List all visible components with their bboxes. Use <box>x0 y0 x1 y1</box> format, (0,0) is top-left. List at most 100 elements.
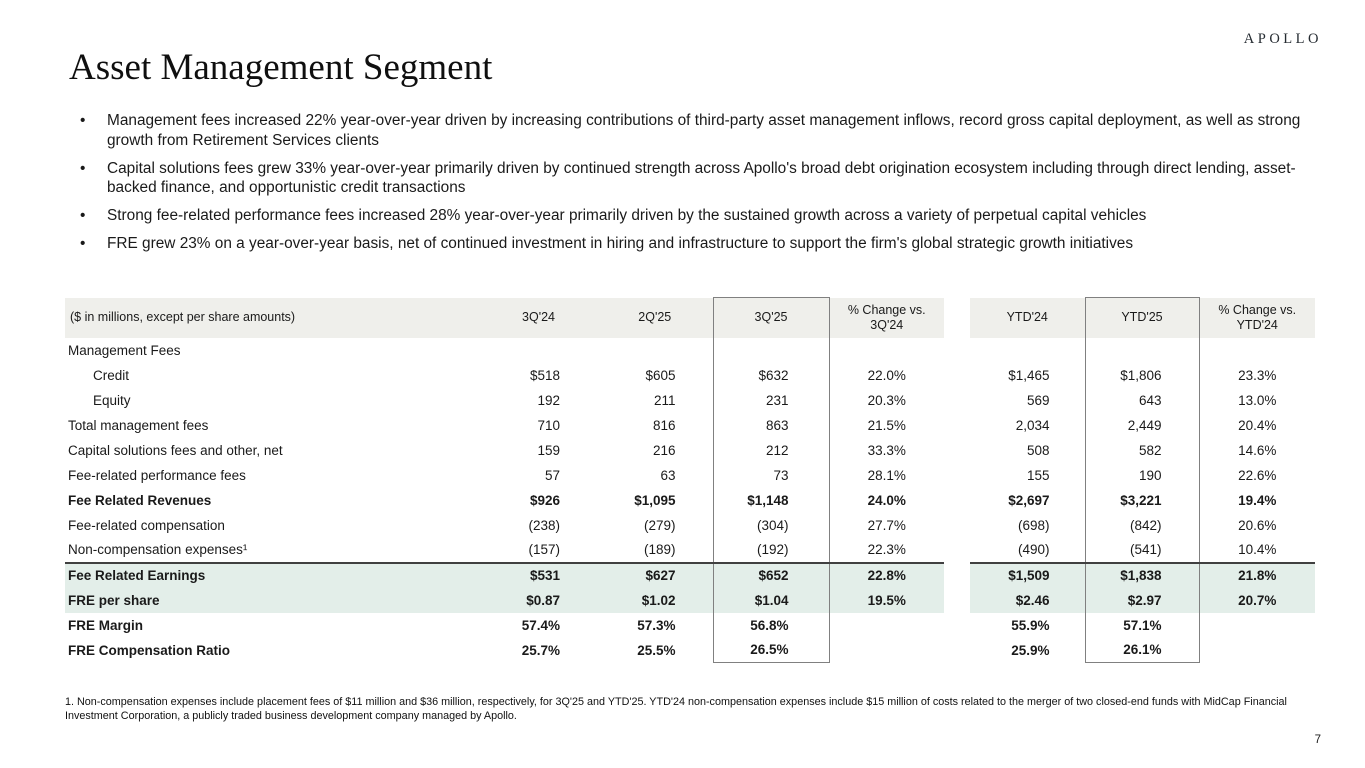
column-header-ytd25: YTD'25 <box>1084 297 1200 338</box>
cell-value: 216 <box>652 442 676 458</box>
cell-value: 20.6% <box>1238 517 1277 533</box>
cell-value <box>1199 613 1315 638</box>
table-row: Fee Related Earnings $531 $627 $652 22.8% $1,… <box>65 561 1315 588</box>
cell-value: 19.4% <box>1238 492 1277 508</box>
cell-value: 22.0% <box>867 367 906 383</box>
cell-value: 10.4% <box>1238 542 1277 557</box>
column-header-3q24: 3Q'24 <box>480 297 597 338</box>
table-row: Management Fees <box>65 337 1315 363</box>
column-header-2q25: 2Q'25 <box>597 297 713 338</box>
cell-value: 231 <box>712 387 830 413</box>
column-gap <box>944 338 970 363</box>
cell-value: 25.5% <box>637 642 676 658</box>
table-row: Capital solutions fees and other, net 159… <box>65 437 1315 463</box>
cell-value: (698) <box>1017 517 1050 533</box>
cell-value: (304) <box>712 512 830 538</box>
row-label: Fee-related performance fees <box>68 467 246 483</box>
cell-value: $1,806 <box>1084 362 1200 388</box>
column-header-change-vs-3q24: % Change vs. 3Q'24 <box>829 297 944 338</box>
table-row: FRE per share $0.87 $1.02 $1.04 19.5% $2.46 $2… <box>65 587 1315 613</box>
cell-value: $2.97 <box>1084 587 1200 613</box>
cell-value: 21.8% <box>1199 561 1315 588</box>
cell-value: 22.3% <box>867 542 906 557</box>
apollo-logo: APOLLO <box>1243 31 1322 47</box>
cell-value: $1,838 <box>1084 561 1200 588</box>
table-row: FRE Compensation Ratio 25.7% 25.5% 26.5% 25.… <box>65 637 1315 663</box>
table-row: Fee-related performance fees 57 63 73 28.1% 1… <box>65 462 1315 488</box>
row-label: Fee Related Revenues <box>68 492 212 508</box>
column-header-change-vs-ytd24: % Change vs. YTD'24 <box>1199 297 1315 338</box>
cell-value: 190 <box>1084 462 1200 488</box>
table-row: Non-compensation expenses¹ (157) (189) (192… <box>65 537 1315 563</box>
row-label: Management Fees <box>68 342 181 358</box>
column-gap <box>944 413 970 438</box>
cell-value: 582 <box>1084 437 1200 463</box>
cell-value: 863 <box>712 412 830 438</box>
cell-value: $926 <box>529 492 560 508</box>
financial-table: ($ in millions, except per share amounts… <box>65 297 1315 663</box>
cell-value: 20.4% <box>1238 417 1277 433</box>
bullet-item: Capital solutions fees grew 33% year-ove… <box>74 159 1317 198</box>
cell-value: 28.1% <box>867 467 906 483</box>
cell-value <box>597 338 713 363</box>
column-gap <box>944 488 970 513</box>
cell-value: 26.1% <box>1084 637 1200 663</box>
cell-value: 816 <box>652 417 676 433</box>
bullet-list: Management fees increased 22% year-over-… <box>74 111 1317 263</box>
cell-value: 14.6% <box>1238 442 1277 458</box>
cell-value: 25.7% <box>521 642 560 658</box>
cell-value: (279) <box>643 517 676 533</box>
cell-value: 508 <box>1026 442 1050 458</box>
table-row: Credit $518 $605 $632 22.0% $1,465 $1,806 23.3% <box>65 362 1315 388</box>
column-gap <box>944 613 970 638</box>
bullet-item: Strong fee-related performance fees incr… <box>74 206 1317 226</box>
cell-value: $518 <box>529 367 560 383</box>
slide-footnote: 1. Non-compensation expenses include pla… <box>65 696 1287 722</box>
cell-value: (238) <box>528 517 560 533</box>
row-label: Fee Related Earnings <box>65 561 480 588</box>
cell-value: $627 <box>597 561 713 588</box>
column-gap <box>944 463 970 488</box>
cell-value: 57 <box>544 467 560 483</box>
cell-value: 211 <box>653 392 676 408</box>
cell-value: 23.3% <box>1238 367 1277 383</box>
cell-value: (842) <box>1084 512 1200 538</box>
table-body: Management Fees Credit $518 $605 $632 22.0% $1… <box>65 337 1315 663</box>
table-row: Fee-related compensation (238) (279) (304) 2… <box>65 512 1315 538</box>
row-label: Fee-related compensation <box>68 517 225 533</box>
cell-value: 212 <box>712 437 830 463</box>
column-gap <box>944 297 970 338</box>
cell-value: (490) <box>1017 542 1050 557</box>
cell-value: 2,449 <box>1084 412 1200 438</box>
column-gap <box>944 363 970 388</box>
row-label: FRE Compensation Ratio <box>68 642 231 658</box>
row-label: Total management fees <box>68 417 209 433</box>
cell-value: 57.1% <box>1084 612 1200 638</box>
cell-value: $605 <box>645 367 676 383</box>
cell-value: $1,148 <box>712 487 830 513</box>
cell-value: 22.6% <box>1238 467 1277 483</box>
cell-value: 57.4% <box>521 617 560 633</box>
table-row: Equity 192 211 231 20.3% 569 643 13.0% <box>65 387 1315 413</box>
cell-value: 27.7% <box>867 517 906 533</box>
row-label: Credit <box>93 367 130 383</box>
cell-value <box>1199 338 1315 363</box>
column-gap <box>944 513 970 538</box>
cell-value: (541) <box>1084 537 1200 563</box>
column-gap <box>944 587 970 613</box>
cell-value: $632 <box>712 362 830 388</box>
cell-value: 20.3% <box>867 392 906 408</box>
cell-value: 643 <box>1084 387 1200 413</box>
cell-value: 19.5% <box>829 587 944 613</box>
row-label: FRE Margin <box>68 617 144 633</box>
cell-value: 24.0% <box>867 492 906 508</box>
cell-value: 56.8% <box>712 612 830 638</box>
cell-value: $1.04 <box>712 587 830 613</box>
cell-value: 63 <box>660 467 676 483</box>
cell-value: $1.02 <box>597 587 713 613</box>
cell-value: 159 <box>537 442 560 458</box>
cell-value <box>970 338 1085 363</box>
table-row: Fee Related Revenues $926 $1,095 $1,148 24.0… <box>65 487 1315 513</box>
row-label: Capital solutions fees and other, net <box>68 442 283 458</box>
table-row: Total management fees 710 816 863 21.5% 2,034… <box>65 412 1315 438</box>
